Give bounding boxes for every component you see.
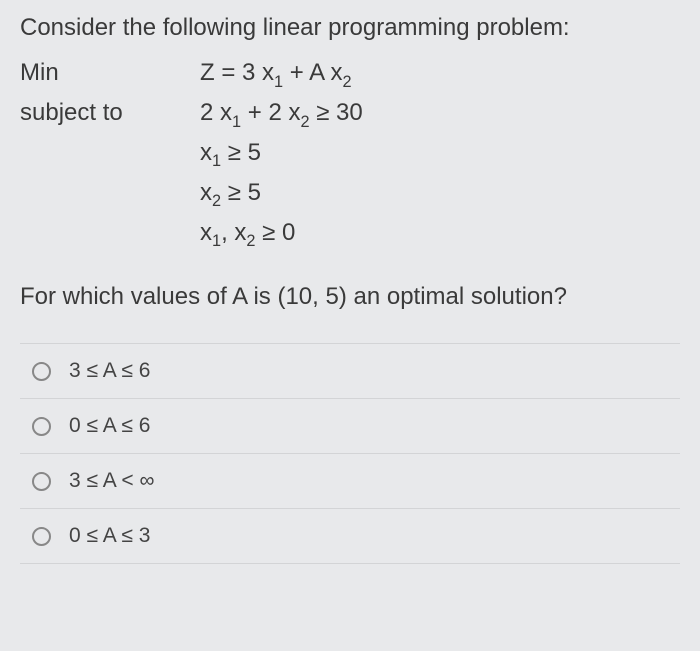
option-label: 0 ≤ A ≤ 6 <box>69 414 150 438</box>
option-row[interactable]: 0 ≤ A ≤ 6 <box>20 399 680 454</box>
constraint-3: x2 ≥ 5 <box>20 174 680 214</box>
option-row[interactable]: 3 ≤ A < ∞ <box>20 454 680 509</box>
objective-row: Min Z = 3 x1 + A x2 <box>20 54 680 94</box>
option-row[interactable]: 0 ≤ A ≤ 3 <box>20 509 680 564</box>
radio-button[interactable] <box>32 527 51 546</box>
question-text: For which values of A is (10, 5) an opti… <box>20 279 680 315</box>
objective-label: Min <box>20 54 200 94</box>
radio-button[interactable] <box>32 362 51 381</box>
constraint-1: 2 x1 + 2 x2 ≥ 30 <box>200 94 363 134</box>
option-row[interactable]: 3 ≤ A ≤ 6 <box>20 343 680 399</box>
option-label: 0 ≤ A ≤ 3 <box>69 524 150 548</box>
question-container: Consider the following linear programmin… <box>0 0 700 584</box>
radio-button[interactable] <box>32 417 51 436</box>
option-label: 3 ≤ A ≤ 6 <box>69 359 150 383</box>
subject-row: subject to 2 x1 + 2 x2 ≥ 30 <box>20 94 680 134</box>
constraint-4: x1, x2 ≥ 0 <box>20 214 680 254</box>
radio-button[interactable] <box>32 472 51 491</box>
math-block: Min Z = 3 x1 + A x2 subject to 2 x1 + 2 … <box>20 54 680 253</box>
problem-intro: Consider the following linear programmin… <box>20 10 680 46</box>
subject-label: subject to <box>20 94 200 134</box>
option-label: 3 ≤ A < ∞ <box>69 469 154 493</box>
objective-expression: Z = 3 x1 + A x2 <box>200 54 352 94</box>
constraint-2: x1 ≥ 5 <box>20 134 680 174</box>
options-list: 3 ≤ A ≤ 6 0 ≤ A ≤ 6 3 ≤ A < ∞ 0 ≤ A ≤ 3 <box>20 343 680 564</box>
